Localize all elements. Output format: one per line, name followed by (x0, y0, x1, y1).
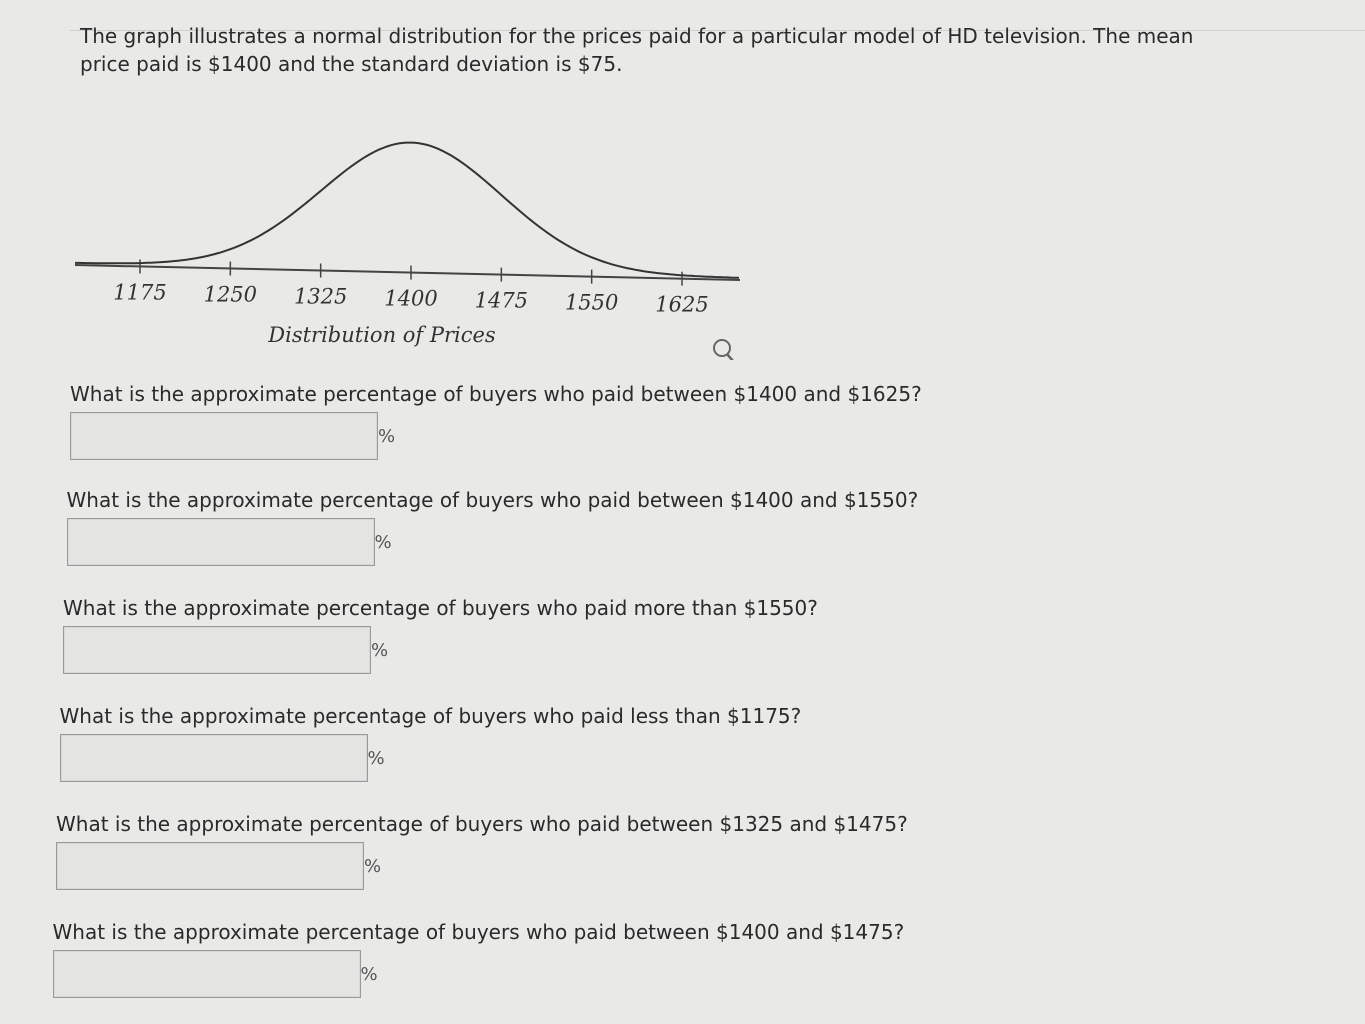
axis-line (74, 264, 741, 281)
answer-input[interactable] (63, 626, 371, 674)
unit-label: % (371, 640, 389, 661)
question-text: What is the approximate percentage of bu… (63, 596, 818, 620)
ticks: 1175 1250 1325 1400 1475 1550 1625 (113, 259, 709, 317)
zoom-icon (713, 339, 734, 360)
tick-label: 1475 (475, 289, 528, 313)
question-text: What is the approximate percentage of bu… (66, 488, 919, 512)
question-text: What is the approximate percentage of bu… (56, 812, 908, 836)
question-text: What is the approximate percentage of bu… (52, 920, 905, 944)
x-axis-label: Distribution of Prices (267, 323, 496, 347)
tick-label: 1175 (113, 280, 166, 304)
tick-label: 1250 (204, 283, 257, 307)
graph: 1175 1250 1325 1400 1475 1550 1625 Distributio… (74, 141, 741, 360)
unit-label: % (378, 426, 396, 447)
unit-label: % (367, 748, 385, 769)
question-text: What is the approximate percentage of bu… (70, 382, 922, 406)
answer-input[interactable] (70, 412, 378, 460)
answer-input[interactable] (59, 734, 368, 782)
answer-input[interactable] (52, 950, 361, 998)
answer-input[interactable] (66, 518, 375, 566)
unit-label: % (374, 532, 392, 553)
question-text: What is the approximate percentage of bu… (59, 704, 802, 728)
tick-label: 1325 (294, 285, 347, 309)
tick-label: 1400 (384, 287, 437, 311)
unit-label: % (364, 856, 382, 877)
normal-curve (75, 141, 740, 279)
tick-label: 1550 (565, 291, 618, 315)
tick-label: 1625 (655, 293, 708, 317)
answer-input[interactable] (56, 842, 364, 890)
unit-label: % (360, 964, 378, 985)
intro-text: The graph illustrates a normal distribut… (80, 24, 1194, 76)
divider (70, 30, 1365, 31)
